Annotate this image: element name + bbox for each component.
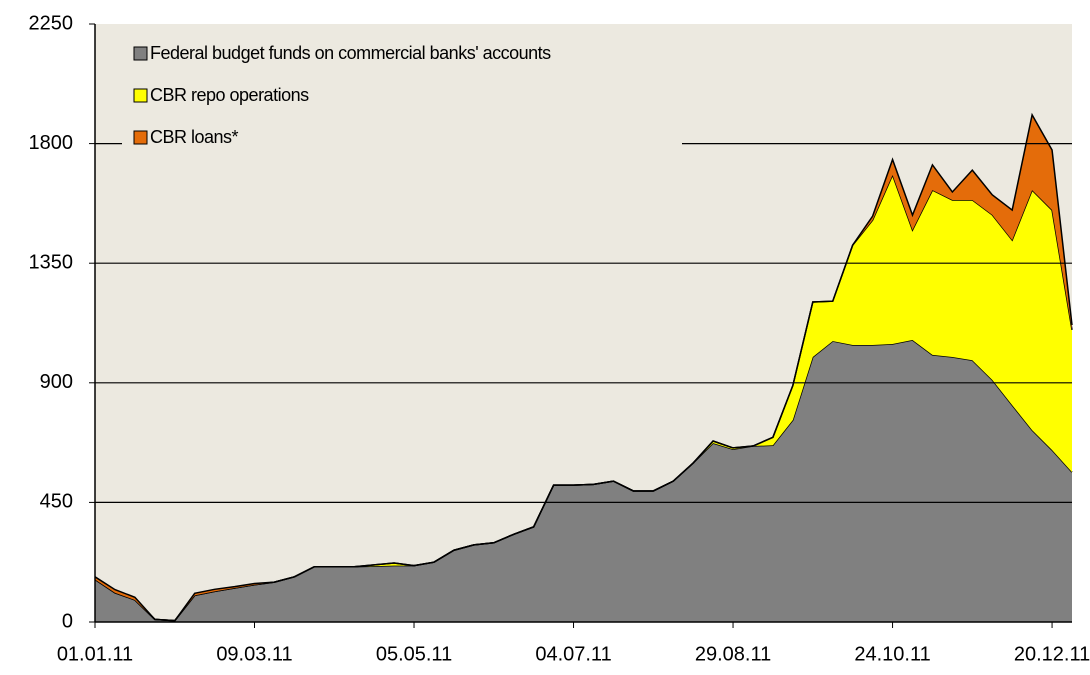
y-tick-label: 1800 [29, 132, 74, 154]
area [95, 340, 1072, 622]
legend-label: CBR repo operations [150, 85, 309, 105]
y-tick-label: 2250 [29, 12, 74, 34]
legend-label: Federal budget funds on commercial banks… [150, 43, 551, 63]
y-tick-label: 0 [62, 610, 73, 632]
x-tick-label: 05.05.11 [376, 643, 452, 665]
x-tick-label: 24.10.11 [854, 643, 930, 665]
x-tick-label: 01.01.11 [57, 643, 133, 665]
legend-label: CBR loans* [150, 127, 239, 147]
legend-swatch [133, 130, 148, 145]
legend-swatch [133, 88, 148, 103]
y-tick-label: 900 [40, 371, 73, 393]
y-tick-label: 1350 [29, 251, 74, 273]
y-tick-label: 450 [40, 491, 73, 513]
area [95, 174, 1072, 621]
x-tick-label: 09.03.11 [216, 643, 292, 665]
x-tick-label: 04.07.11 [535, 643, 611, 665]
legend-box [122, 24, 682, 146]
area-outline [94, 112, 1073, 622]
x-tick-label: 29.08.11 [695, 643, 771, 665]
x-tick-label: 20.12.11 [1014, 643, 1090, 665]
legend-swatch [133, 46, 148, 61]
